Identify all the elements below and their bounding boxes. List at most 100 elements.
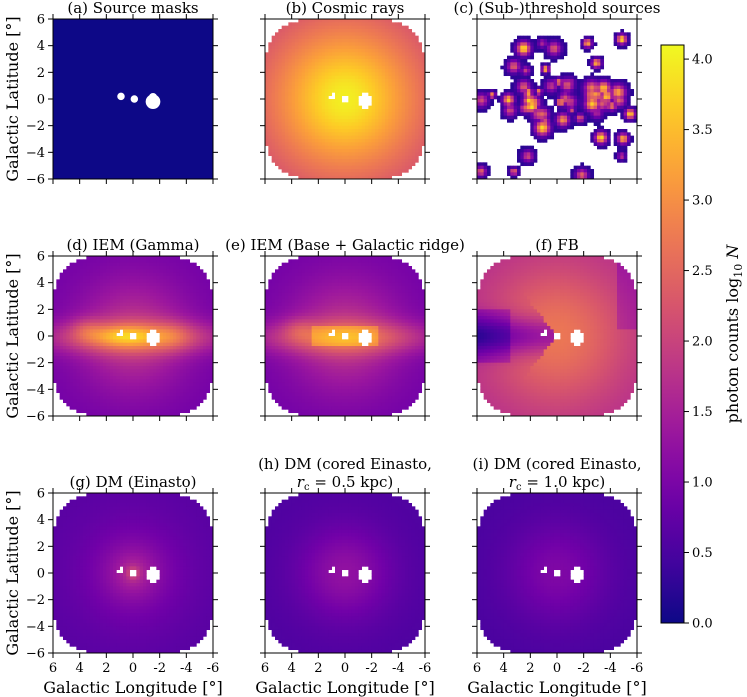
- heatmap-cell: [375, 62, 379, 67]
- heatmap-cell: [139, 316, 144, 320]
- heatmap-cell: [89, 256, 94, 260]
- heatmap-cell: [143, 256, 147, 260]
- heatmap-cell: [338, 89, 343, 93]
- heatmap-cell: [129, 406, 134, 410]
- heatmap-cell: [126, 259, 131, 264]
- heatmap-cell: [126, 266, 131, 270]
- heatmap-cell: [139, 302, 144, 307]
- heatmap-cell: [268, 85, 273, 90]
- heatmap-cell: [617, 159, 621, 163]
- heatmap-cell: [411, 145, 416, 150]
- heatmap-cell: [375, 162, 379, 167]
- heatmap-cell: [537, 95, 541, 100]
- heatmap-cell: [527, 45, 531, 50]
- heatmap-cell: [620, 142, 625, 147]
- heatmap-cell: [533, 122, 538, 127]
- heatmap-cell: [610, 92, 615, 97]
- heatmap-cell: [96, 329, 101, 334]
- heatmap-cell: [176, 296, 181, 300]
- heatmap-cell: [169, 322, 174, 327]
- heatmap-cell: [623, 32, 628, 37]
- heatmap-cell: [560, 99, 565, 103]
- heatmap-cell: [331, 62, 336, 67]
- heatmap-cell: [600, 112, 605, 117]
- heatmap-cell: [577, 122, 581, 127]
- heatmap-cell: [99, 256, 104, 260]
- heatmap-cell: [391, 145, 396, 150]
- heatmap-cell: [136, 316, 141, 320]
- heatmap-cell: [156, 329, 161, 334]
- heatmap-cell: [79, 262, 84, 267]
- heatmap-cell: [89, 412, 94, 417]
- heatmap-cell: [99, 386, 104, 390]
- heatmap-cell: [543, 52, 548, 57]
- heatmap-cell: [507, 69, 511, 73]
- heatmap-cell: [295, 52, 299, 57]
- heatmap-cell: [63, 356, 67, 360]
- heatmap-cell: [109, 316, 114, 320]
- heatmap-cell: [308, 159, 313, 163]
- heatmap-cell: [391, 49, 396, 53]
- heatmap-cell: [553, 42, 558, 47]
- heatmap-cell: [76, 389, 81, 394]
- heatmap-cell: [116, 396, 121, 400]
- heatmap-cell: [63, 292, 67, 297]
- heatmap-cell: [483, 162, 488, 167]
- heatmap-cell: [335, 92, 339, 97]
- heatmap-cell: [89, 396, 94, 400]
- heatmap-cell: [527, 105, 531, 110]
- heatmap-cell: [560, 125, 565, 130]
- heatmap-cell: [281, 49, 286, 53]
- heatmap-cell: [146, 316, 151, 320]
- heatmap-cell: [169, 386, 174, 390]
- heatmap-cell: [123, 289, 127, 294]
- heatmap-cell: [103, 356, 107, 360]
- heatmap-cell: [308, 145, 313, 150]
- heatmap-cell: [169, 346, 174, 350]
- heatmap-cell: [361, 162, 366, 167]
- heatmap-cell: [271, 45, 276, 50]
- heatmap-cell: [520, 95, 525, 100]
- heatmap-cell: [156, 366, 161, 370]
- heatmap-cell: [119, 282, 124, 287]
- heatmap-cell: [136, 376, 141, 380]
- heatmap-cell: [173, 289, 177, 294]
- heatmap-cell: [93, 289, 97, 294]
- heatmap-cell: [73, 312, 77, 317]
- heatmap-cell: [149, 272, 154, 277]
- heatmap-cell: [355, 89, 359, 93]
- heatmap-cell: [401, 99, 406, 103]
- heatmap-cell: [119, 322, 124, 327]
- heatmap-cell: [123, 276, 127, 280]
- heatmap-cell: [421, 115, 426, 120]
- heatmap-cell: [577, 105, 581, 110]
- heatmap-cell: [179, 299, 184, 304]
- heatmap-cell: [86, 279, 91, 284]
- heatmap-cell: [275, 115, 279, 120]
- heatmap-cell: [557, 75, 561, 80]
- heatmap-cell: [146, 409, 151, 414]
- heatmap-cell: [411, 159, 416, 163]
- heatmap-cell: [69, 299, 74, 304]
- heatmap-cell: [83, 306, 87, 310]
- heatmap-cell: [93, 412, 97, 417]
- heatmap-cell: [295, 119, 299, 123]
- heatmap-cell: [388, 69, 393, 73]
- heatmap-cell: [345, 52, 349, 57]
- heatmap-cell: [328, 142, 333, 147]
- heatmap-cell: [265, 99, 269, 103]
- heatmap-cell: [278, 115, 283, 120]
- heatmap-cell: [583, 75, 588, 80]
- heatmap-cell: [411, 149, 416, 153]
- heatmap-cell: [129, 256, 134, 260]
- heatmap-cell: [627, 85, 631, 90]
- heatmap-cell: [66, 372, 71, 377]
- heatmap-cell: [271, 55, 276, 60]
- heatmap-cell: [321, 22, 326, 27]
- heatmap-cell: [136, 339, 141, 344]
- heatmap-cell: [321, 45, 326, 50]
- heatmap-cell: [527, 99, 531, 103]
- heatmap-cell: [281, 115, 286, 120]
- heatmap-cell: [398, 172, 403, 177]
- heatmap-cell: [129, 309, 134, 314]
